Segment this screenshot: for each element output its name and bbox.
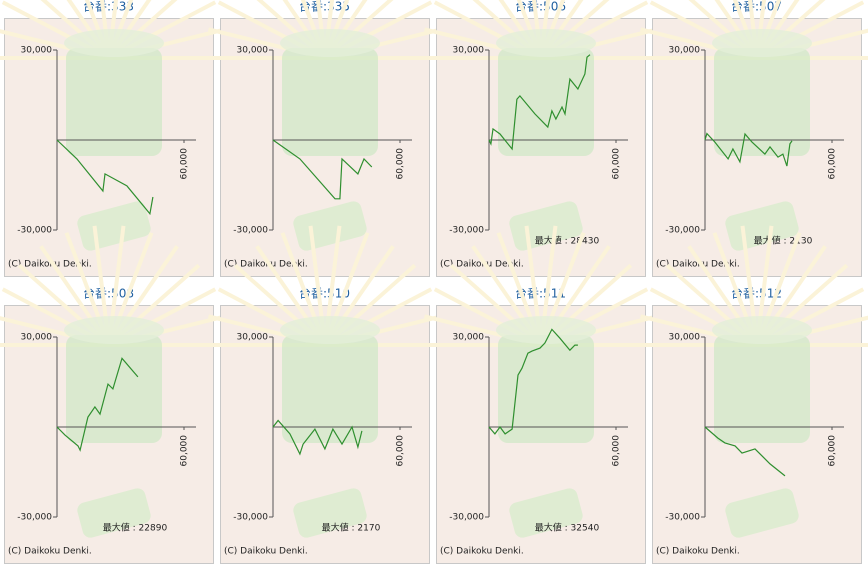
chart-panel: -30,000 30,000 60,000 (C) Daikoku Denki. (205, 0, 445, 277)
decor-top (64, 29, 164, 57)
copyright: (C) Daikoku Denki. (8, 260, 92, 270)
y-tick-label: 30,000 (21, 46, 53, 56)
chart-title: 台番:512 (731, 286, 782, 301)
chart-title: 台番:508 (83, 286, 134, 301)
x-tick-label: 60,000 (612, 435, 622, 467)
chart-panel: -30,000 30,000 60,000 (C) Daikoku Denki. (637, 225, 868, 564)
decor-box (714, 335, 810, 443)
y-tick-label: 30,000 (669, 46, 701, 56)
copyright: (C) Daikoku Denki. (656, 260, 740, 270)
y-tick-label: 30,000 (453, 46, 485, 56)
decor-tray (509, 488, 583, 538)
x-tick-label: 60,000 (828, 148, 838, 180)
line (704, 426, 786, 477)
y-tick-label: -30,000 (17, 513, 52, 523)
y-tick-label: 30,000 (237, 46, 269, 56)
chart-title: 台番:511 (515, 286, 566, 301)
y-tick-label: -30,000 (233, 226, 268, 236)
decor-tray (77, 488, 151, 538)
x-tick-label: 60,000 (396, 148, 406, 180)
chart-panel: -30,000 30,000 60,000 最大値 : 32540 (C) Daikok… (421, 225, 661, 564)
line (56, 357, 139, 452)
line (272, 139, 373, 200)
copyright: (C) Daikoku Denki. (440, 547, 524, 557)
y-tick-label: -30,000 (449, 513, 484, 523)
y-tick-label: 30,000 (21, 333, 53, 343)
line (488, 328, 578, 435)
chart-title: 台番:335 (299, 0, 350, 14)
line (56, 139, 154, 216)
chart-title: 台番:510 (299, 286, 350, 301)
x-tick-label: 60,000 (180, 148, 190, 180)
y-tick-label: 30,000 (237, 333, 269, 343)
copyright: (C) Daikoku Denki. (440, 260, 524, 270)
chart-title: 台番:333 (83, 0, 134, 14)
decor-box (66, 48, 162, 156)
copyright: (C) Daikoku Denki. (224, 260, 308, 270)
max-annotation: 最大値 : 2130 (754, 235, 813, 247)
max-annotation: 最大値 : 2170 (322, 522, 381, 534)
decor-box (498, 48, 594, 156)
chart-title: 台番:506 (515, 0, 566, 14)
x-tick-label: 60,000 (612, 148, 622, 180)
copyright: (C) Daikoku Denki. (224, 547, 308, 557)
decor-top (280, 316, 380, 344)
y-tick-label: -30,000 (17, 226, 52, 236)
max-annotation: 最大値 : 28430 (535, 235, 600, 247)
decor-tray (725, 488, 799, 538)
y-tick-label: 30,000 (453, 333, 485, 343)
y-tick-label: 30,000 (669, 333, 701, 343)
decor-top (280, 29, 380, 57)
y-tick-label: -30,000 (233, 513, 268, 523)
chart-panel: -30,000 30,000 60,000 (C) Daikoku Denki. (0, 0, 229, 277)
line (272, 419, 363, 456)
decor-box (498, 335, 594, 443)
decor-top (712, 29, 812, 57)
chart-panel: -30,000 30,000 60,000 最大値 : 28430 (C) Daikok… (421, 0, 661, 277)
decor-box (282, 335, 378, 443)
decor-top (496, 316, 596, 344)
line (704, 132, 793, 167)
x-tick-label: 60,000 (828, 435, 838, 467)
chart-panel: -30,000 30,000 60,000 最大値 : 22890 (C) Daikok… (0, 225, 229, 564)
chart-panel: -30,000 30,000 60,000 最大値 : 2130 (C) Daikoku… (637, 0, 868, 277)
max-annotation: 最大値 : 32540 (535, 522, 600, 534)
chart-title: 台番:507 (731, 0, 782, 14)
decor-box (66, 335, 162, 443)
max-annotation: 最大値 : 22890 (103, 522, 168, 534)
y-tick-label: -30,000 (665, 513, 700, 523)
copyright: (C) Daikoku Denki. (656, 547, 740, 557)
decor-box (714, 48, 810, 156)
x-tick-label: 60,000 (396, 435, 406, 467)
decor-top (712, 316, 812, 344)
line (488, 54, 591, 151)
copyright: (C) Daikoku Denki. (8, 547, 92, 557)
decor-tray (293, 488, 367, 538)
y-tick-label: -30,000 (449, 226, 484, 236)
chart-panel: -30,000 30,000 60,000 最大値 : 2170 (C) Daikoku… (205, 225, 445, 564)
decor-top (496, 29, 596, 57)
decor-top (64, 316, 164, 344)
y-tick-label: -30,000 (665, 226, 700, 236)
x-tick-label: 60,000 (180, 435, 190, 467)
decor-box (282, 48, 378, 156)
